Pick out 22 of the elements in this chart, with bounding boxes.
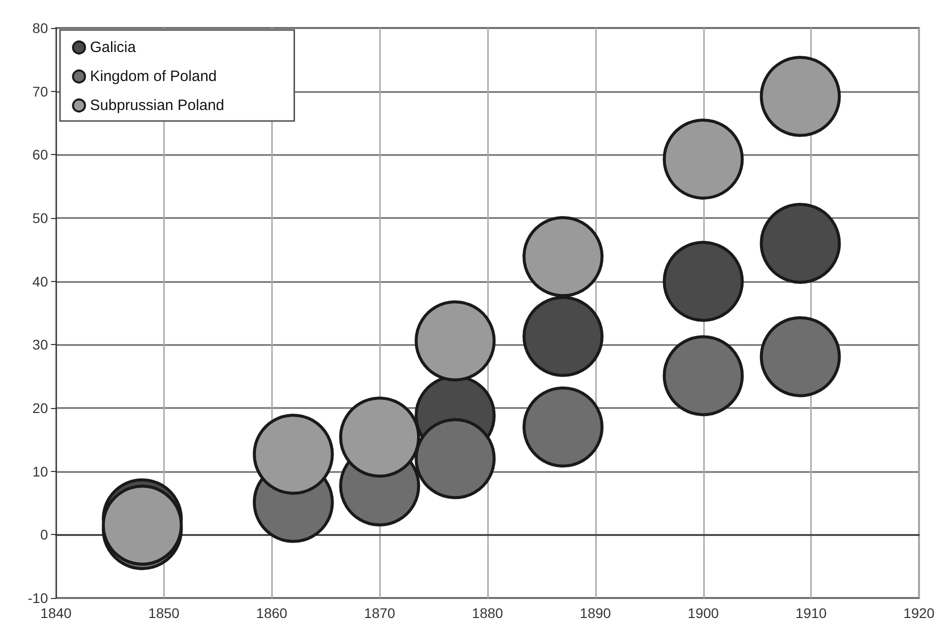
legend-label: Subprussian Poland [90, 97, 224, 114]
x-tick-label: 1920 [903, 605, 935, 621]
legend-label: Kingdom of Poland [90, 68, 217, 85]
y-tick-label: 70 [32, 83, 48, 100]
y-tick-label: 30 [32, 336, 48, 353]
x-tick-label: 1910 [796, 605, 827, 621]
x-tick-label: 1840 [40, 605, 72, 621]
x-tick-label: 1860 [256, 605, 288, 621]
x-tick-label: 1850 [148, 605, 180, 621]
y-tick-label: 60 [32, 146, 48, 163]
y-tick-label: 0 [40, 526, 48, 543]
y-tick-label: 50 [32, 210, 48, 226]
x-tick-label: 1880 [472, 605, 504, 621]
x-tick-label: 1890 [580, 605, 612, 621]
y-tick-label: 20 [32, 400, 48, 416]
legend-label: Galicia [90, 39, 137, 56]
x-tick-label: 1870 [364, 605, 396, 621]
y-tick-label: 10 [32, 463, 48, 480]
y-tick-label: 80 [32, 20, 48, 36]
y-tick-label: 40 [32, 273, 48, 290]
y-tick-label: -10 [28, 590, 48, 606]
x-tick-label: 1900 [688, 605, 720, 621]
